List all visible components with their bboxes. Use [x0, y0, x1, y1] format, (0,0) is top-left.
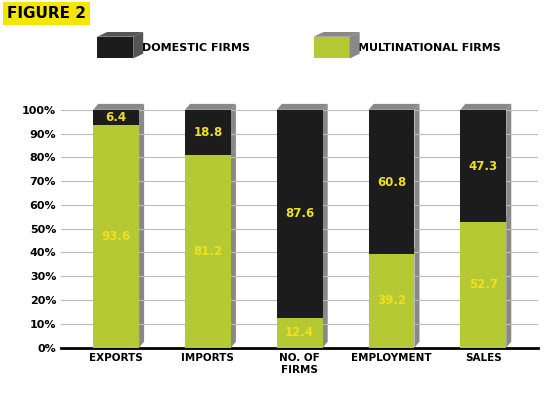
- Polygon shape: [185, 104, 236, 110]
- Polygon shape: [231, 149, 236, 348]
- Text: 18.8: 18.8: [193, 126, 223, 139]
- Polygon shape: [139, 119, 144, 348]
- Text: 6.4: 6.4: [105, 111, 127, 124]
- Polygon shape: [506, 104, 511, 222]
- Bar: [185, 110, 231, 154]
- Text: 52.7: 52.7: [469, 278, 498, 292]
- Text: 39.2: 39.2: [377, 295, 406, 307]
- Text: 47.3: 47.3: [469, 160, 498, 173]
- Polygon shape: [139, 104, 144, 125]
- Polygon shape: [460, 104, 511, 110]
- Bar: [93, 125, 139, 348]
- Polygon shape: [369, 104, 420, 110]
- Text: 12.4: 12.4: [285, 326, 314, 339]
- Polygon shape: [322, 104, 327, 318]
- Bar: [369, 254, 415, 348]
- Polygon shape: [369, 248, 420, 254]
- Bar: [277, 318, 322, 348]
- Polygon shape: [277, 312, 327, 318]
- Polygon shape: [185, 149, 236, 154]
- Polygon shape: [415, 104, 420, 254]
- Polygon shape: [97, 32, 143, 37]
- Bar: [93, 110, 139, 125]
- Polygon shape: [314, 37, 350, 58]
- Polygon shape: [314, 32, 360, 37]
- Polygon shape: [93, 104, 144, 110]
- Polygon shape: [350, 32, 360, 58]
- Polygon shape: [97, 37, 133, 58]
- Polygon shape: [133, 32, 143, 58]
- Text: 93.6: 93.6: [102, 230, 131, 243]
- Text: 87.6: 87.6: [285, 207, 314, 220]
- Polygon shape: [93, 119, 144, 125]
- Polygon shape: [322, 312, 327, 348]
- Bar: [277, 110, 322, 318]
- Polygon shape: [231, 104, 236, 154]
- Bar: [185, 154, 231, 348]
- Polygon shape: [506, 216, 511, 348]
- Text: 60.8: 60.8: [377, 176, 406, 189]
- Polygon shape: [460, 216, 511, 222]
- Bar: [369, 110, 415, 254]
- Text: MULTINATIONAL FIRMS: MULTINATIONAL FIRMS: [358, 43, 501, 53]
- Polygon shape: [277, 104, 327, 110]
- Polygon shape: [415, 248, 420, 348]
- Bar: [460, 222, 506, 348]
- Text: 81.2: 81.2: [193, 245, 223, 258]
- Text: FIGURE 2: FIGURE 2: [7, 6, 85, 21]
- Bar: [460, 110, 506, 222]
- Text: DOMESTIC FIRMS: DOMESTIC FIRMS: [142, 43, 250, 53]
